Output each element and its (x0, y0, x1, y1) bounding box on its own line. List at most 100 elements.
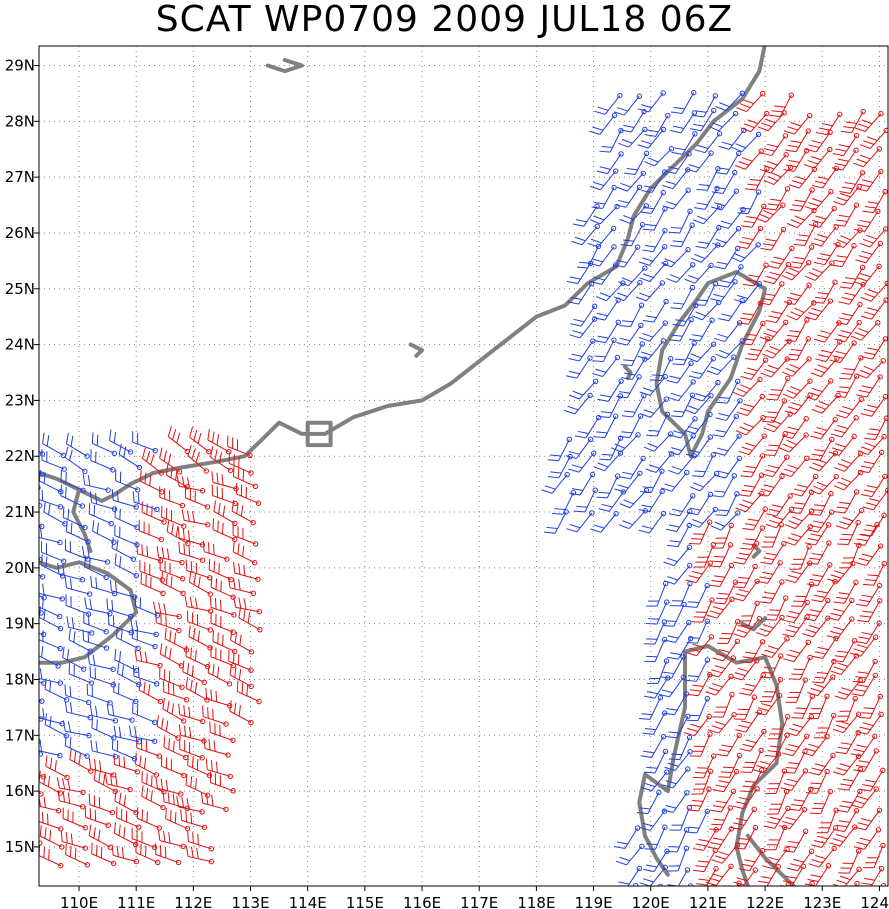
lon-tick-label: 112E (174, 894, 212, 909)
wind-barb-slow (618, 126, 648, 148)
wind-barb-fast (839, 542, 862, 569)
wind-barb-fast (786, 207, 817, 229)
wind-barb-fast (177, 527, 206, 548)
wind-barb-slow (715, 90, 746, 112)
wind-barb-fast (812, 658, 837, 684)
wind-barb-slow (663, 544, 693, 567)
wind-barb-slow (588, 244, 617, 267)
wind-barb-slow (642, 298, 669, 323)
wind-barb-fast (769, 92, 794, 118)
wind-barb-fast (740, 320, 766, 346)
wind-barb-slow (688, 506, 718, 528)
wind-barb-fast (859, 127, 888, 149)
wind-barb-fast (804, 260, 835, 281)
wind-barb-fast (789, 187, 815, 212)
wind-barb-slow (615, 843, 645, 866)
wind-barb-slow (113, 725, 142, 745)
wind-barb-slow (664, 619, 692, 643)
wind-barb-fast (828, 433, 857, 456)
wind-barb-fast (716, 732, 742, 757)
wind-barb-fast (141, 785, 166, 811)
wind-barb-fast (178, 541, 206, 563)
wind-barb-slow (10, 651, 36, 672)
wind-barb-slow (666, 262, 696, 283)
wind-barb-slow (568, 450, 597, 473)
wind-barb-slow (596, 473, 621, 499)
wind-barb-fast (710, 788, 737, 813)
wind-barb-fast (733, 694, 758, 720)
wind-barb-fast (759, 319, 789, 342)
lon-tick-label: 118E (517, 894, 555, 909)
wind-barb-fast (732, 786, 760, 810)
wind-barb-fast (812, 279, 838, 304)
wind-barb-slow (690, 242, 721, 263)
wind-barb-slow (39, 738, 41, 745)
wind-barb-fast (712, 691, 735, 718)
wind-barb-slow (90, 449, 116, 473)
wind-barb-slow (132, 431, 158, 454)
wind-barb-slow (39, 698, 45, 704)
wind-barb-fast (857, 434, 887, 456)
wind-barb-fast (857, 598, 883, 623)
wind-barb-slow (645, 451, 675, 473)
wind-barb-fast (737, 300, 763, 325)
wind-barb-fast (711, 522, 734, 549)
wind-barb-slow (665, 508, 693, 533)
wind-barb-fast (689, 731, 713, 757)
wind-barb-fast (39, 825, 65, 850)
wind-barb-slow (668, 493, 696, 517)
wind-barb-fast (853, 263, 882, 286)
wind-barb-fast (829, 340, 857, 364)
wind-barb-fast (141, 501, 167, 525)
wind-barb-fast (864, 415, 888, 440)
wind-barb-slow (130, 619, 159, 638)
wind-barb-fast (804, 189, 834, 211)
coastline-luzon_west (637, 649, 687, 877)
wind-barb-slow (643, 431, 674, 452)
wind-barb-fast (229, 663, 254, 690)
wind-barb-slow (592, 354, 621, 378)
wind-barb-slow (574, 487, 598, 513)
wind-barb-slow (39, 631, 47, 638)
lat-tick-label: 26N (5, 224, 35, 242)
wind-barb-slow (686, 341, 717, 363)
lat-tick-label: 15N (5, 838, 35, 856)
wind-barb-fast (833, 753, 862, 776)
wind-barb-fast (136, 542, 164, 564)
lon-tick-label: 119E (575, 894, 613, 909)
wind-barb-slow (640, 189, 666, 214)
wind-barb-fast (835, 396, 864, 419)
wind-barb-fast (685, 560, 713, 584)
wind-barb-fast (781, 259, 812, 281)
wind-barb-slow (714, 455, 743, 479)
wind-barb-fast (831, 147, 859, 171)
wind-barb-slow (64, 576, 93, 597)
wind-barb-fast (141, 771, 167, 795)
wind-barb-slow (594, 450, 624, 472)
wind-barb-fast (705, 673, 734, 696)
wind-barb-slow (712, 413, 739, 438)
wind-barb-fast (745, 336, 771, 361)
wind-barb-slow (114, 524, 140, 548)
wind-barb-fast (688, 519, 713, 545)
wind-barb-fast (837, 519, 861, 546)
wind-barb-fast (733, 824, 759, 850)
wind-barb-slow (132, 491, 160, 513)
wind-barb-fast (811, 392, 841, 414)
wind-barb-slow (590, 511, 619, 533)
wind-barb-fast (141, 447, 165, 476)
wind-barb-slow (564, 392, 593, 415)
wind-barb-fast (155, 777, 184, 797)
wind-barb-slow (638, 510, 667, 534)
wind-barb-fast (738, 433, 767, 456)
wind-barb-fast (830, 653, 860, 675)
wind-barb-fast (740, 747, 764, 773)
wind-barb-fast (39, 811, 64, 832)
wind-barb-slow (569, 471, 596, 496)
wind-barb-slow (107, 613, 135, 636)
wind-barb-fast (742, 262, 769, 287)
wind-barb-fast (813, 241, 841, 266)
wind-barb-fast (691, 768, 714, 795)
longitude-ticks: 110E 111E 112E 113E 114E 115E 116E 117E 118E 119E… (60, 886, 889, 909)
wind-barb-fast (764, 768, 788, 795)
